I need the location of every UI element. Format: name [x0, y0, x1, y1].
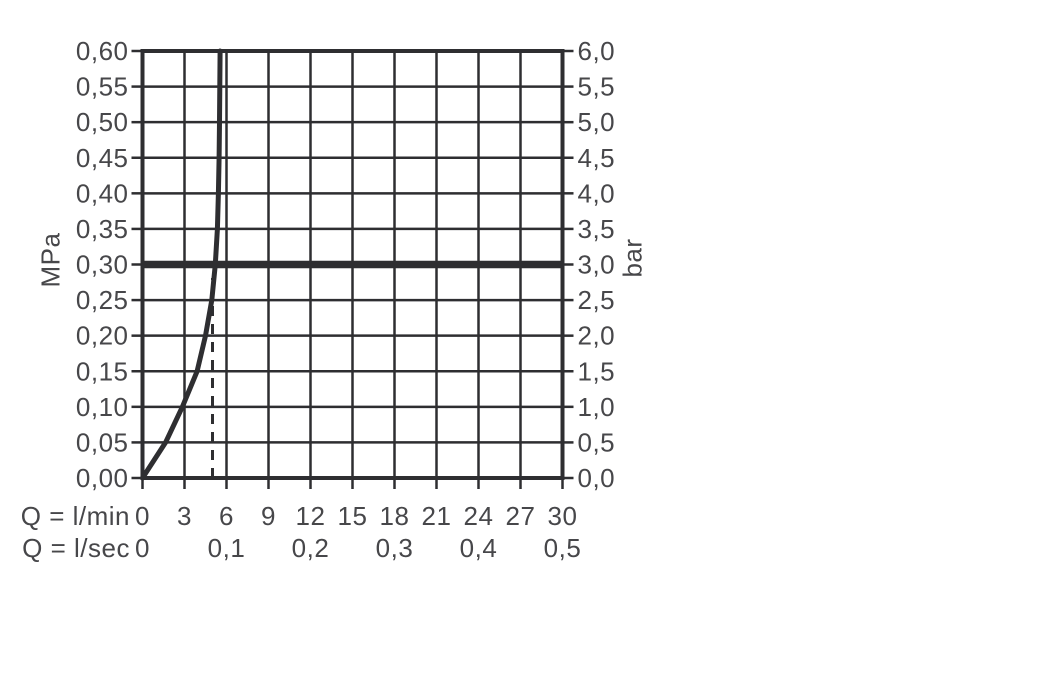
y-axis-left-tick-label: 0,35 — [76, 214, 129, 244]
y-axis-left-tick-label: 0,25 — [76, 285, 129, 315]
x-axis-lmin-tick-label: 21 — [422, 501, 452, 531]
y-axis-right-tick-label: 6,0 — [578, 36, 616, 66]
x-axis-lmin-tick-label: 24 — [464, 501, 494, 531]
x-axis-lmin-tick-label: 15 — [338, 501, 368, 531]
x-axis-lsec-tick-label: 0 — [135, 533, 150, 563]
y-axis-right-tick-label: 4,5 — [578, 143, 616, 173]
y-axis-left-tick-label: 0,30 — [76, 250, 129, 280]
y-axis-left-tick-label: 0,00 — [76, 463, 129, 493]
x-axis-lsec-tick-label: 0,4 — [460, 533, 498, 563]
x-axis-lmin-tick-label: 6 — [219, 501, 234, 531]
y-axis-left-tick-label: 0,05 — [76, 427, 129, 457]
y-axis-right-tick-label: 1,0 — [578, 392, 616, 422]
y-axis-right-tick-label: 4,0 — [578, 178, 616, 208]
x-axis-lsec-tick-label: 0,1 — [208, 533, 246, 563]
y-axis-right-tick-label: 0,0 — [578, 463, 616, 493]
flow-rate-curve — [140, 48, 223, 481]
x-axis-lmin-label: Q = l/min — [20, 501, 130, 531]
x-axis-lsec-tick-label: 0,5 — [544, 533, 582, 563]
y-axis-right-tick-label: 5,5 — [578, 72, 616, 102]
y-axis-right-tick-label: 2,5 — [578, 285, 616, 315]
y-axis-left-tick-label: 0,45 — [76, 143, 129, 173]
y-axis-left-tick-label: 0,40 — [76, 178, 129, 208]
x-axis-lsec-label: Q = l/sec — [22, 533, 130, 563]
x-axis-lmin-tick-label: 0 — [135, 501, 150, 531]
y-axis-right-tick-label: 3,0 — [578, 250, 616, 280]
x-axis-lmin-tick-label: 30 — [548, 501, 578, 531]
y-axis-right-tick-label: 1,5 — [578, 356, 616, 386]
y-axis-right-title: bar — [617, 238, 648, 278]
x-axis-lmin-tick-label: 9 — [261, 501, 276, 531]
x-axis-lsec-tick-label: 0,2 — [292, 533, 330, 563]
x-axis-lmin-tick-label: 18 — [380, 501, 410, 531]
y-axis-left-tick-label: 0,15 — [76, 356, 129, 386]
y-axis-left-tick-label: 0,55 — [76, 72, 129, 102]
y-axis-left-tick-label: 0,10 — [76, 392, 129, 422]
x-axis-lsec-tick-label: 0,3 — [376, 533, 414, 563]
y-axis-left-tick-label: 0,20 — [76, 321, 129, 351]
y-axis-left-tick-label: 0,50 — [76, 107, 129, 137]
y-axis-left-title: MPa — [35, 232, 66, 288]
y-axis-right-tick-label: 0,5 — [578, 427, 616, 457]
x-axis-lmin-tick-label: 27 — [506, 501, 536, 531]
y-axis-right-tick-label: 5,0 — [578, 107, 616, 137]
y-axis-right-tick-label: 3,5 — [578, 214, 616, 244]
y-axis-right-tick-label: 2,0 — [578, 321, 616, 351]
y-axis-left-tick-label: 0,60 — [76, 36, 129, 66]
x-axis-lmin-tick-label: 12 — [296, 501, 326, 531]
x-axis-lmin-tick-label: 3 — [177, 501, 192, 531]
